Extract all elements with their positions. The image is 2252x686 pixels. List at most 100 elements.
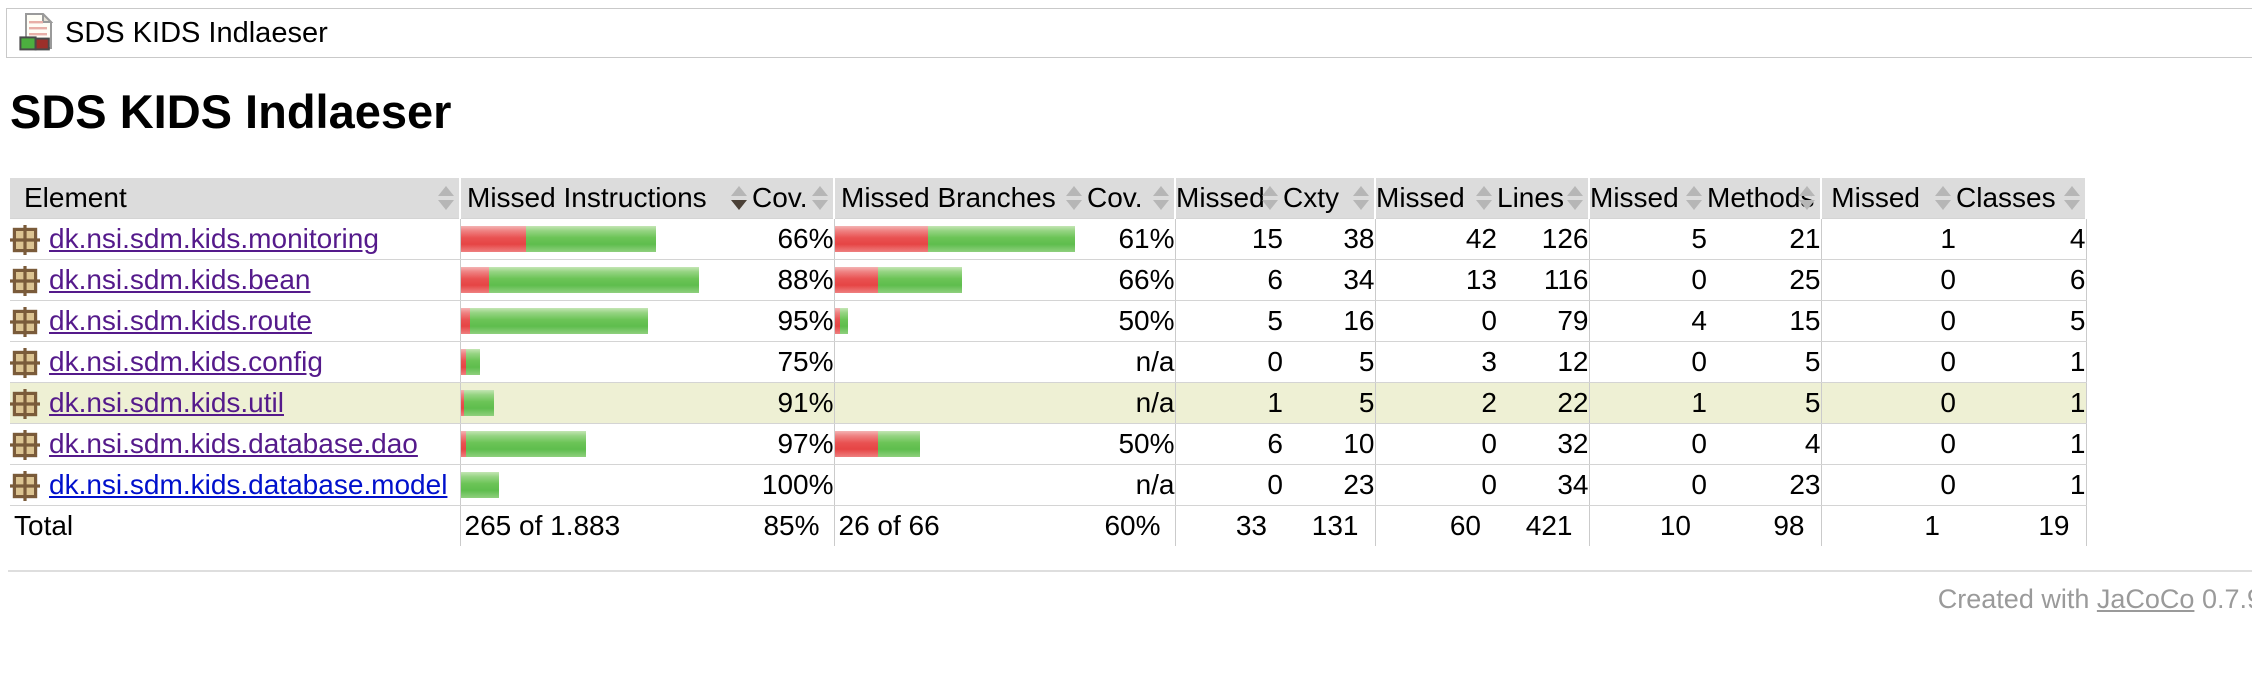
column-header-missed-5[interactable]: Missed <box>1174 178 1283 219</box>
element-cell: dk.nsi.sdm.kids.config <box>10 341 460 383</box>
total-missed-cxty-cell: 33 <box>1174 505 1283 546</box>
covered-bar-segment <box>460 472 499 498</box>
methods-cell: 5 <box>1707 382 1821 424</box>
branch-coverage-cell: 66% <box>1087 259 1175 301</box>
package-icon <box>10 430 40 461</box>
cxty-cell: 23 <box>1283 464 1375 506</box>
package-link[interactable]: dk.nsi.sdm.kids.bean <box>49 263 311 295</box>
package-link[interactable]: dk.nsi.sdm.kids.config <box>49 345 323 377</box>
sort-icon <box>812 186 828 210</box>
methods-cell: 15 <box>1707 300 1821 342</box>
lines-cell: 32 <box>1497 423 1589 465</box>
column-header-missed-11[interactable]: Missed <box>1820 178 1956 219</box>
column-header-cxty-6[interactable]: Cxty <box>1283 178 1375 219</box>
package-icon <box>10 266 40 297</box>
covered-bar-segment <box>465 349 480 375</box>
element-cell: dk.nsi.sdm.kids.database.dao <box>10 423 460 465</box>
missed-lines-cell: 0 <box>1374 423 1497 465</box>
coverage-bar-cell <box>833 300 1087 342</box>
classes-cell: 1 <box>1956 464 2087 506</box>
column-header-cov--2[interactable]: Cov. <box>752 178 834 219</box>
column-header-missed-instructions-1[interactable]: Missed Instructions <box>459 178 752 219</box>
missed-bar-segment <box>834 267 878 293</box>
package-link[interactable]: dk.nsi.sdm.kids.util <box>49 386 284 418</box>
missed-lines-cell: 0 <box>1374 300 1497 342</box>
missed-lines-cell: 0 <box>1374 464 1497 506</box>
coverage-bar <box>460 349 480 375</box>
total-row: Total 265 of 1.883 85% 26 of 66 60% 33 131 60 42… <box>10 505 2087 546</box>
coverage-bar <box>834 267 962 293</box>
footer-credit: Created with JaCoCo 0.7.9 <box>1938 584 2252 615</box>
branch-coverage-cell: n/a <box>1087 464 1175 506</box>
coverage-bar-cell <box>833 259 1087 301</box>
sort-icon <box>1066 186 1082 210</box>
instruction-coverage-cell: 95% <box>752 300 834 342</box>
column-label: Missed <box>1831 182 1920 213</box>
branch-coverage-cell: 50% <box>1087 423 1175 465</box>
column-label: Methods <box>1707 182 1815 213</box>
cxty-cell: 34 <box>1283 259 1375 301</box>
covered-bar-segment <box>927 226 1075 252</box>
coverage-bar <box>834 431 920 457</box>
coverage-bar-cell <box>833 382 1087 424</box>
classes-cell: 5 <box>1956 300 2087 342</box>
coverage-bar-cell <box>459 464 752 506</box>
total-cxty-cell: 131 <box>1311 510 1359 541</box>
missed-methods-cell: 0 <box>1588 423 1707 465</box>
element-cell: dk.nsi.sdm.kids.database.model <box>10 464 460 506</box>
table-row: dk.nsi.sdm.kids.route 95% 50% 5 16 0 79 4 15 0 5 <box>10 300 2087 342</box>
breadcrumb: SDS KIDS Indlaeser <box>6 8 2252 58</box>
total-missed-methods-cell: 10 <box>1588 505 1707 546</box>
column-header-missed-branches-3[interactable]: Missed Branches <box>833 178 1087 219</box>
missed-classes-cell: 0 <box>1820 259 1956 301</box>
missed-lines-cell: 3 <box>1374 341 1497 383</box>
branch-coverage-cell: 61% <box>1087 218 1175 260</box>
package-icon <box>10 471 40 502</box>
column-label: Classes <box>1956 182 2056 213</box>
column-label: Missed Instructions <box>467 182 707 213</box>
column-header-methods-10[interactable]: Methods <box>1707 178 1821 219</box>
column-header-classes-12[interactable]: Classes <box>1956 178 2087 219</box>
missed-cxty-cell: 6 <box>1174 423 1283 465</box>
package-link[interactable]: dk.nsi.sdm.kids.database.dao <box>49 427 418 459</box>
methods-cell: 4 <box>1707 423 1821 465</box>
column-header-lines-8[interactable]: Lines <box>1497 178 1589 219</box>
jacoco-link[interactable]: JaCoCo <box>2096 584 2195 614</box>
missed-lines-cell: 2 <box>1374 382 1497 424</box>
package-link[interactable]: dk.nsi.sdm.kids.route <box>49 304 312 336</box>
covered-bar-segment <box>488 267 699 293</box>
column-label: Missed <box>1376 182 1465 213</box>
package-link[interactable]: dk.nsi.sdm.kids.database.model <box>49 468 448 500</box>
sort-icon <box>2064 186 2080 210</box>
sort-icon <box>1476 186 1492 210</box>
instruction-coverage-cell: 75% <box>752 341 834 383</box>
lines-cell: 12 <box>1497 341 1589 383</box>
coverage-bar <box>460 431 586 457</box>
sort-icon <box>438 186 454 210</box>
total-instruction-coverage-cell: 85% <box>763 510 820 541</box>
coverage-bar-cell <box>459 218 752 260</box>
methods-cell: 25 <box>1707 259 1821 301</box>
column-header-missed-7[interactable]: Missed <box>1374 178 1497 219</box>
sort-icon <box>731 186 747 210</box>
total-methods-cell: 98 <box>1773 510 1805 541</box>
coverage-bar-cell <box>459 259 752 301</box>
package-icon <box>10 348 40 379</box>
element-cell: dk.nsi.sdm.kids.monitoring <box>10 218 460 260</box>
sort-icon <box>1567 186 1583 210</box>
missed-classes-cell: 0 <box>1820 300 1956 342</box>
column-header-missed-9[interactable]: Missed <box>1588 178 1707 219</box>
coverage-bar <box>460 390 494 416</box>
column-header-element-0[interactable]: Element <box>10 178 460 219</box>
column-header-cov--4[interactable]: Cov. <box>1087 178 1175 219</box>
classes-cell: 6 <box>1956 259 2087 301</box>
sort-icon <box>1262 186 1278 210</box>
covered-bar-segment <box>525 226 656 252</box>
missed-methods-cell: 0 <box>1588 341 1707 383</box>
classes-cell: 4 <box>1956 218 2087 260</box>
covered-bar-segment <box>877 267 962 293</box>
element-cell: dk.nsi.sdm.kids.route <box>10 300 460 342</box>
package-link[interactable]: dk.nsi.sdm.kids.monitoring <box>49 222 379 254</box>
table-row: dk.nsi.sdm.kids.database.model 100% n/a 0 23… <box>10 464 2087 506</box>
table-row: dk.nsi.sdm.kids.database.dao 97% 50% 6 10 0 32… <box>10 423 2087 465</box>
